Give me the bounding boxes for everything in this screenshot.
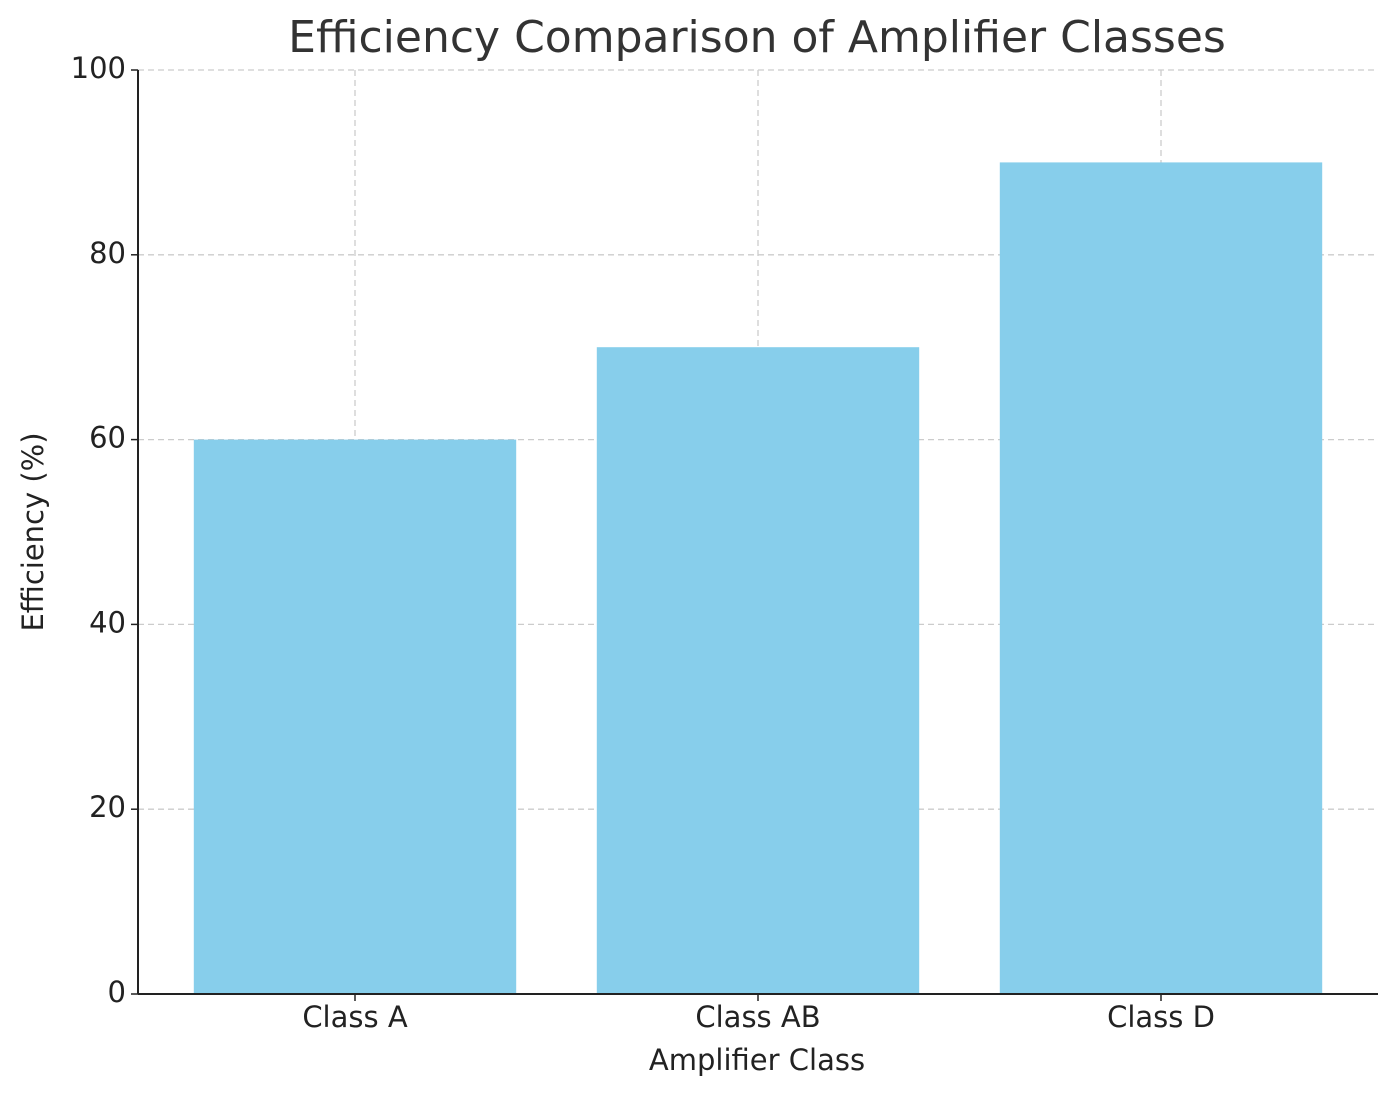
y-tick-label: 80 bbox=[89, 236, 126, 270]
layer: 0 20 40 60 80 100 Class A Class AB Class D bbox=[71, 51, 1378, 1034]
y-tick-label: 100 bbox=[71, 51, 126, 85]
y-axis-label: Efficiency (%) bbox=[16, 432, 50, 631]
x-axis-label: Amplifier Class bbox=[649, 1043, 865, 1077]
bar bbox=[193, 439, 517, 995]
y-tick-label: 40 bbox=[89, 605, 126, 639]
chart-title: Efficiency Comparison of Amplifier Class… bbox=[288, 12, 1226, 63]
x-tick-label: Class A bbox=[302, 1000, 408, 1034]
bar bbox=[596, 347, 920, 994]
x-tick-label: Class D bbox=[1107, 1000, 1215, 1034]
y-tick-label: 60 bbox=[89, 421, 126, 455]
layer bbox=[193, 162, 1323, 995]
bar bbox=[999, 162, 1323, 994]
y-tick-label: 20 bbox=[89, 790, 126, 824]
x-tick-label: Class AB bbox=[695, 1000, 820, 1034]
y-tick-label: 0 bbox=[108, 975, 126, 1009]
